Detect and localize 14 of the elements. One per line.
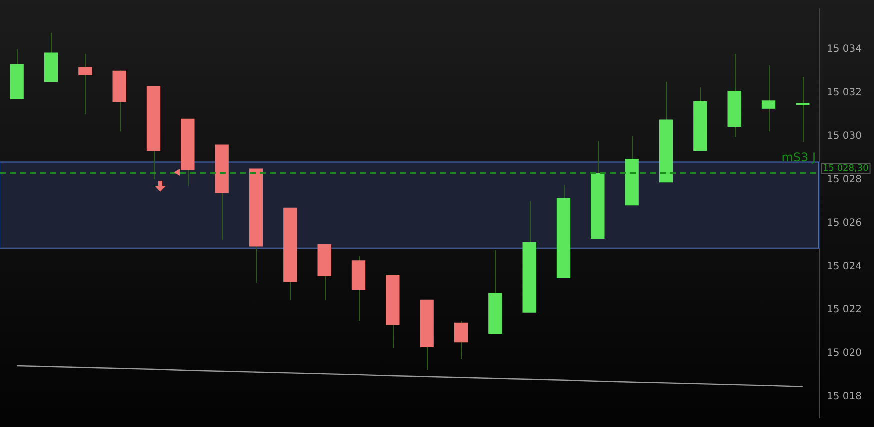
text: 15 028,30 xyxy=(823,164,870,174)
y-tick-label: 15 032 xyxy=(827,87,862,98)
candlestick xyxy=(454,320,468,360)
y-tick-label: 15 022 xyxy=(827,304,862,316)
y-tick-label: 15 020 xyxy=(827,348,862,360)
candlestick xyxy=(78,54,92,115)
y-tick-label: 15 024 xyxy=(827,261,862,272)
y-tick-label: 15 034 xyxy=(827,44,862,55)
candlestick xyxy=(762,65,776,132)
ref-line-label: mS3 J xyxy=(782,150,816,164)
y-tick-label: 15 026 xyxy=(827,218,862,229)
y-tick-label: 15 030 xyxy=(827,130,862,142)
y-tick-label: 15 018 xyxy=(827,392,862,403)
y-tick-label: 15 028 xyxy=(827,174,862,186)
